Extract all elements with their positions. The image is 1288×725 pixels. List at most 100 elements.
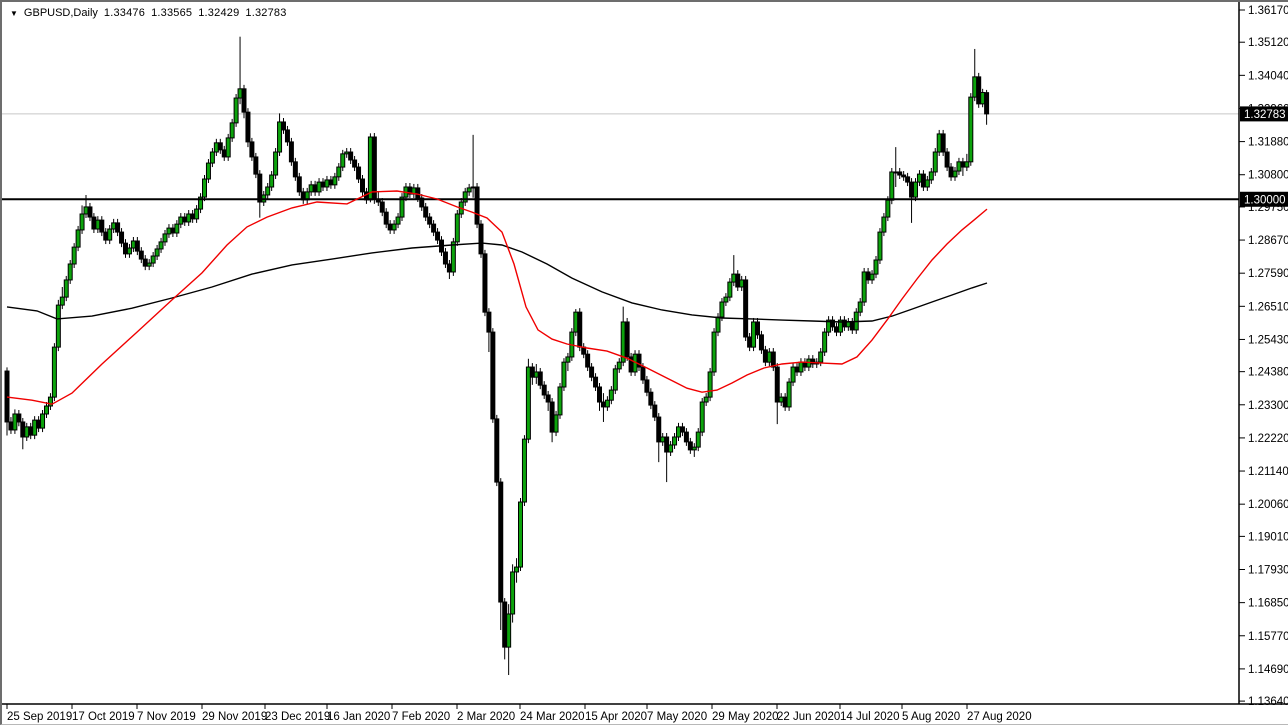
candle-bear (419, 197, 425, 208)
candle-bull (111, 222, 117, 230)
candle-bear (446, 263, 452, 273)
candle-bull (198, 196, 204, 210)
candle-bear (901, 174, 907, 178)
candle-bear (597, 386, 602, 403)
candle-bear (190, 213, 196, 220)
candle-bull (462, 191, 468, 203)
candle-bull (525, 366, 531, 440)
candle-bear (134, 240, 140, 252)
candle-bull (604, 399, 610, 408)
candle-bear (253, 156, 259, 175)
price-tick-label: 1.35120 (1248, 37, 1288, 49)
candle-bear (679, 426, 685, 433)
candle-bear (529, 366, 535, 378)
candle-bear (249, 141, 255, 158)
candle-bull (518, 501, 523, 568)
candle-bear (431, 223, 437, 233)
candle-bull (561, 361, 567, 388)
price-tick-label: 1.15770 (1248, 631, 1288, 643)
symbol-name: GBPUSD,Daily (23, 7, 98, 19)
candle-bull (316, 181, 322, 193)
candle-bull (79, 213, 85, 231)
candle-bear (292, 161, 298, 178)
candle-bear (383, 211, 389, 225)
candle-bear (442, 251, 448, 265)
candle-bear (640, 366, 646, 381)
candle-bull (154, 248, 160, 257)
candle-bear (683, 431, 689, 443)
candle-bear (257, 173, 263, 203)
candle-bull (399, 196, 405, 218)
candle-bull (95, 219, 101, 230)
candle-bear (770, 351, 776, 368)
candle-bull (12, 413, 18, 431)
candle-bull (573, 311, 579, 333)
candle-bull (336, 166, 342, 178)
candle-bull (928, 171, 934, 181)
candle-bear (960, 161, 966, 168)
price-tick-label: 1.34040 (1248, 70, 1288, 82)
candle-bear (577, 311, 583, 348)
candle-bull (83, 206, 89, 215)
candle-bear (348, 151, 354, 161)
date-tick-label: 16 Jan 2020 (327, 711, 390, 723)
fast-ma-line (6, 190, 988, 405)
price-tick-label: 1.23300 (1248, 400, 1288, 412)
candle-bear (387, 223, 393, 231)
candle-bull (162, 233, 168, 243)
candle-bear (474, 186, 480, 225)
quote-open: 1.33476 (103, 7, 146, 19)
candle-bear (743, 279, 749, 338)
candle-bull (936, 133, 942, 153)
candle-bull (277, 121, 283, 153)
candle-bear (664, 436, 670, 453)
candle-bull (873, 259, 879, 275)
candle-bull (506, 613, 512, 648)
candle-bear (920, 173, 926, 188)
candle-bear (545, 394, 551, 403)
date-tick-label: 14 Jul 2020 (840, 711, 899, 723)
candle-bear (138, 250, 144, 260)
candle-bull (857, 301, 863, 313)
candle-bear (976, 76, 982, 105)
candle-bull (676, 426, 681, 438)
candle-bull (608, 389, 614, 401)
candle-bull (778, 396, 784, 403)
candle-bear (284, 129, 290, 143)
date-tick-label: 5 Aug 2020 (902, 711, 960, 723)
candle-bear (482, 253, 488, 313)
candle-bear (415, 187, 421, 199)
candle-bear (747, 336, 753, 348)
triangle-down-icon[interactable]: ▼ (10, 8, 18, 18)
candle-bull (723, 296, 729, 303)
candle-bear (944, 151, 950, 168)
date-tick-label: 2 Mar 2020 (457, 711, 515, 723)
candle-bear (648, 391, 654, 406)
candle-bull (557, 386, 563, 416)
candle-bull (932, 151, 938, 173)
candle-bear (593, 376, 599, 388)
candle-bull (952, 170, 958, 178)
candle-bull (521, 438, 527, 503)
candle-bull (514, 566, 520, 573)
date-tick-label: 23 Dec 2019 (265, 711, 330, 723)
candle-bull (194, 208, 200, 220)
candle-bear (600, 401, 606, 408)
candle-bear (123, 242, 128, 255)
candle-bear (865, 271, 871, 281)
candle-bear (312, 184, 318, 193)
candle-bull (727, 281, 733, 298)
candle-bear (905, 176, 911, 183)
candle-bear (589, 366, 595, 378)
candle-bull (47, 396, 53, 407)
candle-bull (703, 396, 709, 403)
price-tick-label: 1.25430 (1248, 334, 1288, 346)
candle-bull (861, 271, 867, 303)
candle-bear (28, 426, 34, 436)
candle-bear (296, 176, 302, 193)
candle-bull (751, 321, 757, 348)
candle-bear (352, 159, 358, 168)
candle-bear (494, 418, 500, 483)
candle-bear (103, 231, 109, 241)
